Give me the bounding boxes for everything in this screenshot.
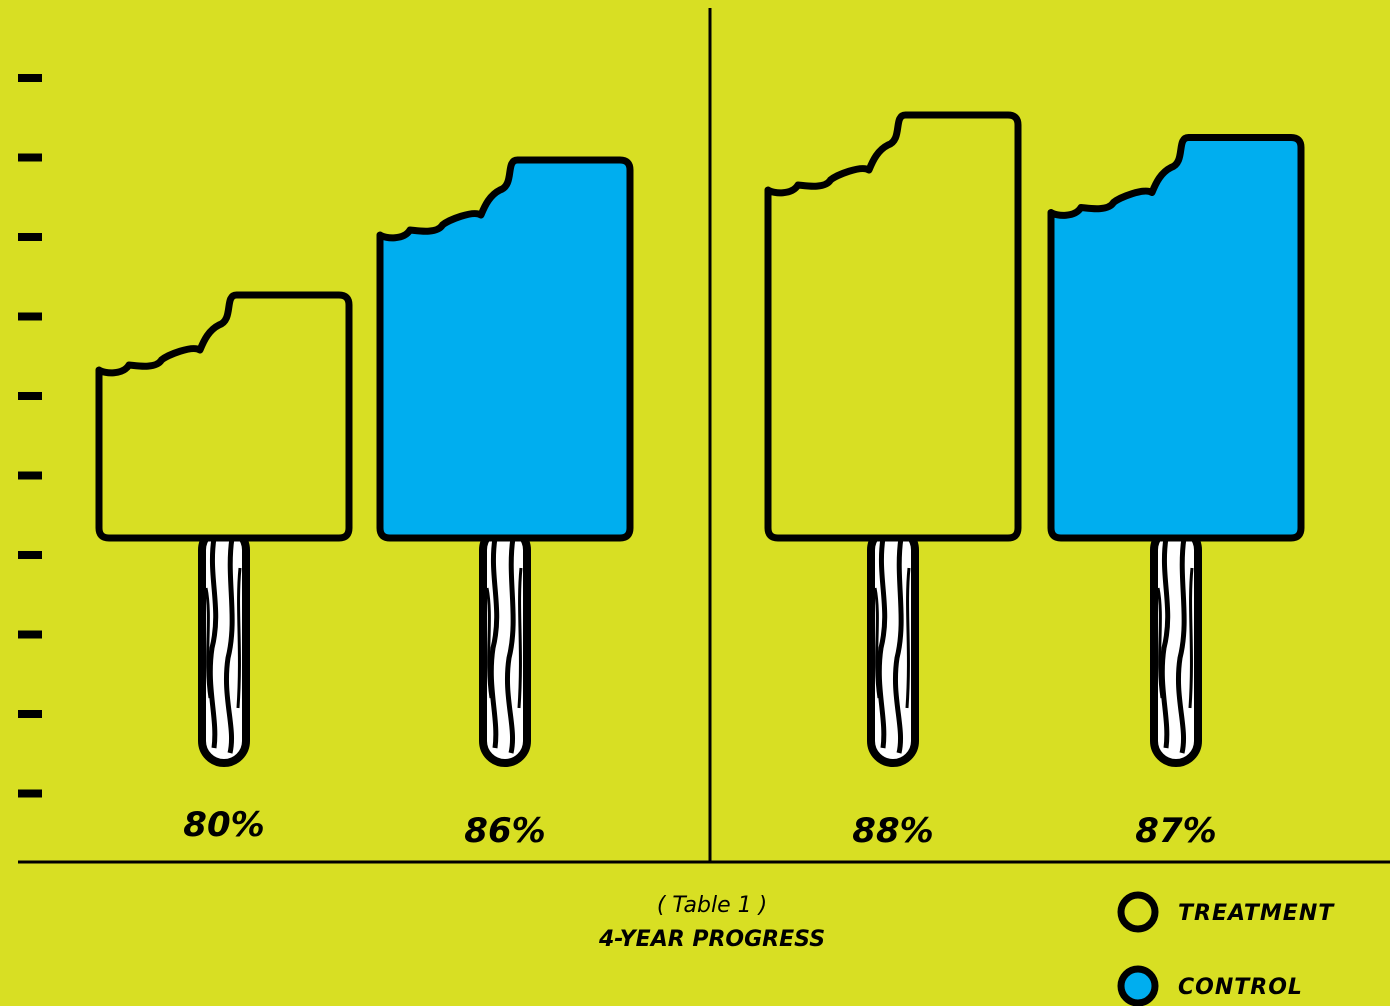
y-tick	[18, 710, 42, 718]
bar-value-label: 80%	[183, 805, 264, 845]
popsicle-stick	[1154, 528, 1198, 763]
y-tick	[18, 74, 42, 82]
legend-label-control: CONTROL	[1178, 975, 1303, 1000]
bar-control	[376, 156, 634, 542]
bar-value-label: 87%	[1135, 811, 1216, 851]
legend-swatch-control	[1117, 965, 1159, 1006]
legend: TREATMENT CONTROL	[1117, 891, 1335, 1006]
y-tick	[18, 392, 42, 400]
chart-caption-sub: ( Table 1 )	[657, 893, 767, 918]
popsicle-stick	[871, 528, 915, 763]
y-tick	[18, 312, 42, 321]
popsicle-stick	[483, 528, 527, 763]
popsicle-stick	[202, 528, 246, 763]
bar-value-label: 86%	[464, 811, 545, 851]
bar-control	[1047, 134, 1305, 542]
y-tick	[18, 233, 42, 241]
y-tick	[18, 789, 42, 798]
bar-treatment	[764, 111, 1022, 542]
bar-treatment	[95, 291, 353, 542]
y-axis-ticks	[18, 74, 42, 798]
y-tick	[18, 551, 42, 559]
y-tick	[18, 630, 42, 639]
y-tick	[18, 471, 42, 480]
y-tick	[18, 153, 42, 162]
legend-swatch-treatment	[1117, 891, 1159, 933]
chart-title: 4-YEAR PROGRESS	[598, 927, 825, 952]
legend-label-treatment: TREATMENT	[1178, 901, 1335, 926]
value-labels-group: 80% 86% 88% 87%	[183, 805, 1216, 851]
bars-group	[95, 111, 1305, 763]
bar-value-label: 88%	[852, 811, 933, 851]
